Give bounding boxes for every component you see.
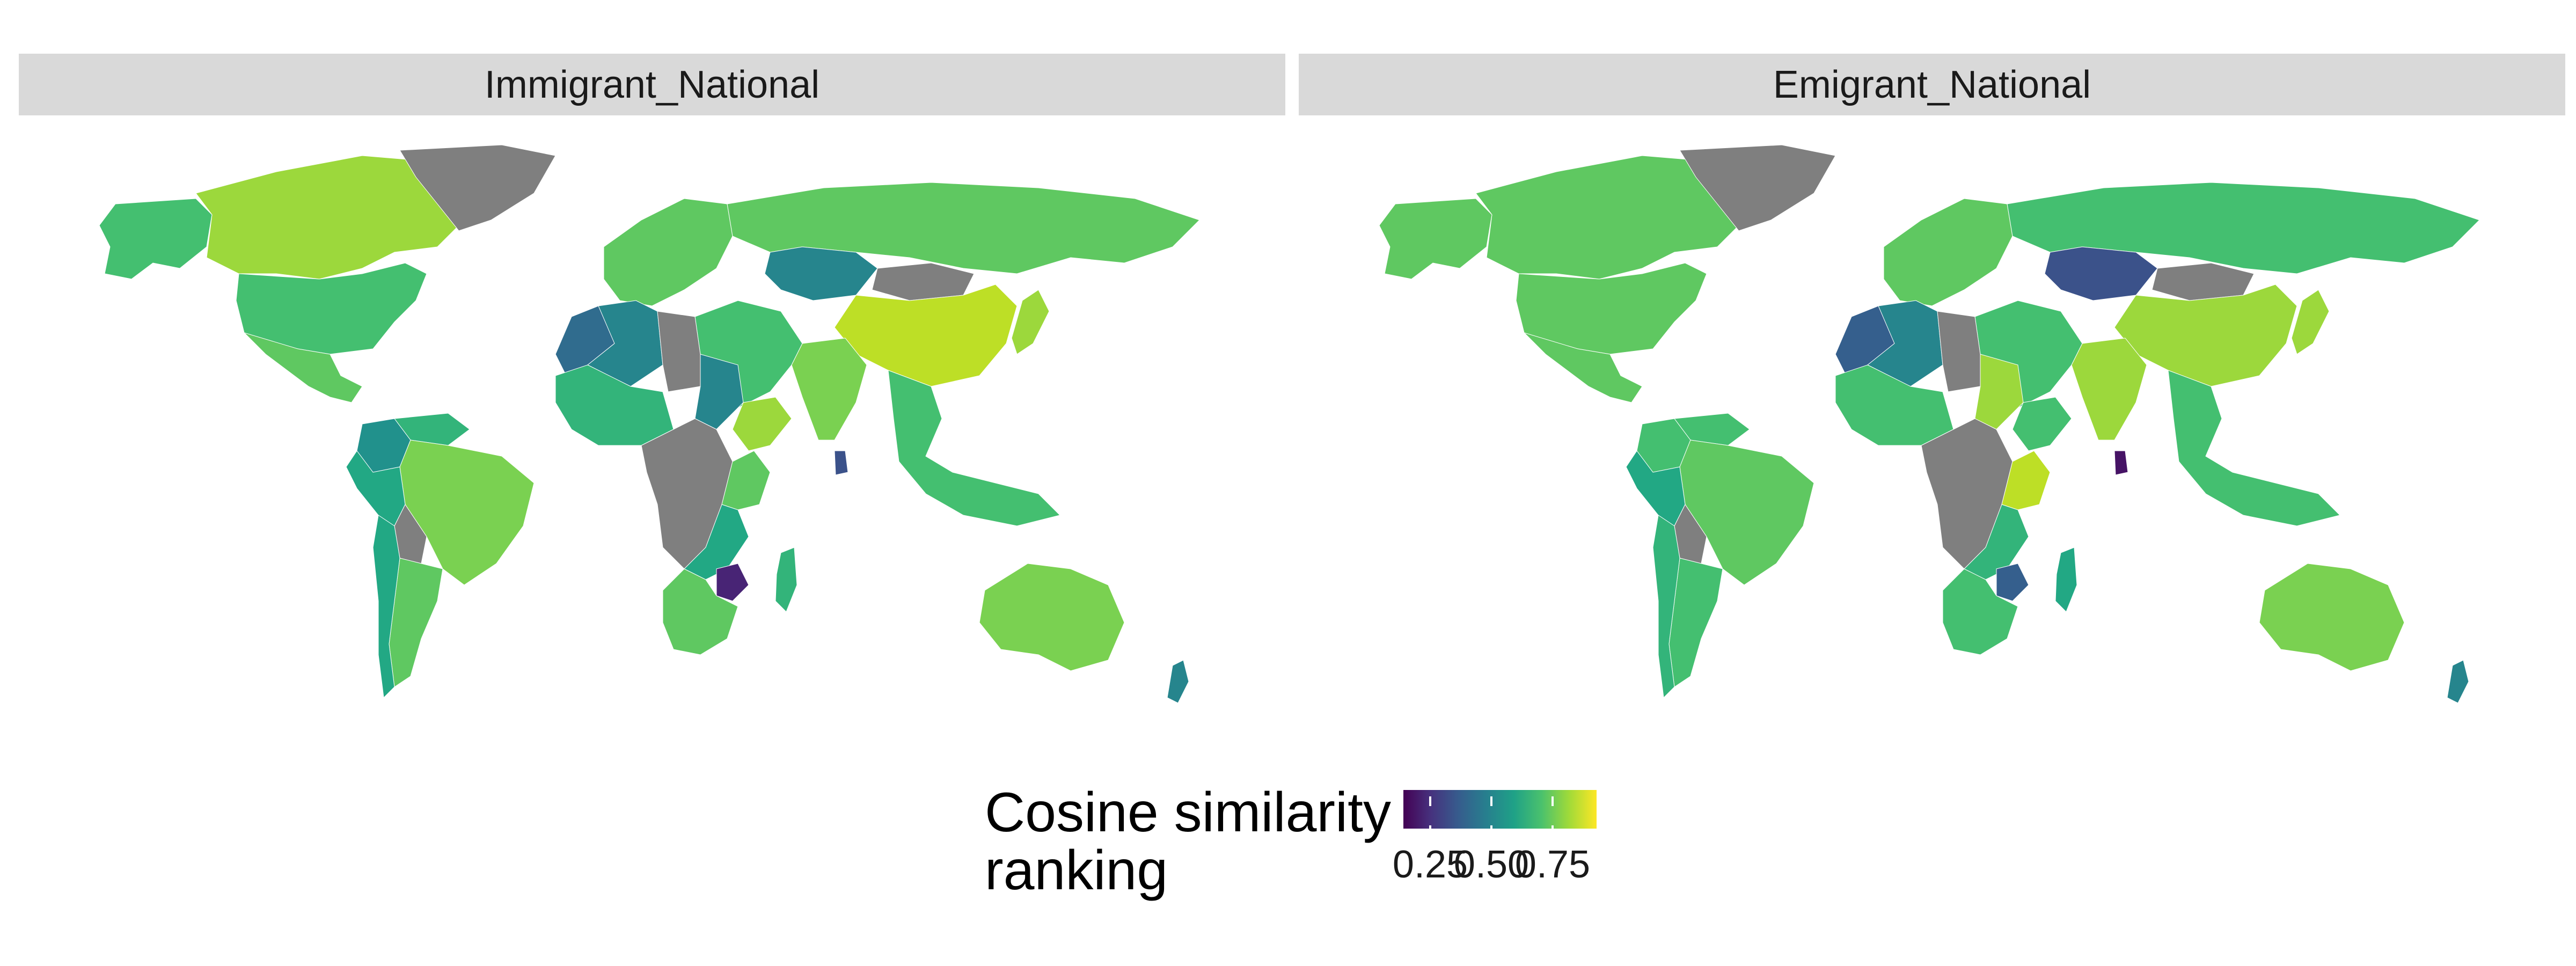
region-mongolia <box>872 262 975 301</box>
region-south-africa <box>662 568 738 655</box>
region-canada <box>195 155 481 280</box>
region-madagascar <box>775 547 797 612</box>
region-europe <box>603 198 733 306</box>
region-new-zealand <box>2447 660 2469 704</box>
region-venezuela <box>394 413 470 446</box>
region-australia <box>2259 563 2405 671</box>
region-ethiopia <box>732 397 792 451</box>
region-southeast-asia <box>2168 370 2340 526</box>
region-zimbabwe <box>716 563 749 602</box>
region-kazakhstan <box>764 246 878 301</box>
region-sudan <box>694 354 744 430</box>
legend-tick-label: 0.75 <box>1514 843 1591 886</box>
immigrant-panel: Immigrant_National <box>19 54 1285 735</box>
region-japan <box>1011 289 1050 355</box>
region-mexico <box>1524 332 1643 403</box>
legend-title: Cosine similarity ranking <box>985 784 1391 899</box>
region-greenland <box>399 144 556 231</box>
region-zambia <box>1964 504 2029 580</box>
legend-tick-mark <box>1552 796 1554 806</box>
region-zimbabwe <box>1996 563 2029 602</box>
emigrant-panel: Emigrant_National <box>1299 54 2565 735</box>
region-chile <box>1652 515 1680 699</box>
region-sudan <box>1974 354 2024 430</box>
region-kazakhstan <box>2044 246 2158 301</box>
legend-tick-mark <box>1429 796 1431 806</box>
region-alaska <box>99 198 213 280</box>
region-zambia <box>684 504 749 580</box>
region-chile <box>372 515 400 699</box>
region-india <box>791 338 867 441</box>
region-algeria <box>1867 300 1943 387</box>
legend-title-line1: Cosine similarity <box>985 781 1392 844</box>
region-alaska <box>1379 198 1492 280</box>
legend: Cosine similarity ranking 0.25 0.50 0.75 <box>985 784 1629 955</box>
facet-strip-emigrant: Emigrant_National <box>1299 54 2565 115</box>
region-greenland <box>1679 144 1836 231</box>
region-australia <box>979 563 1125 671</box>
legend-tick-mark <box>1490 796 1492 806</box>
legend-colorbar <box>1403 790 1597 835</box>
legend-tick-label: 0.50 <box>1453 843 1529 886</box>
legend-tick-mark <box>1490 825 1492 835</box>
region-india <box>2071 338 2147 441</box>
region-mexico <box>244 332 363 403</box>
region-japan <box>2291 289 2330 355</box>
region-europe <box>1883 198 2013 306</box>
region-mongolia <box>2151 262 2255 301</box>
legend-tick-label: 0.25 <box>1392 843 1468 886</box>
region-sri-lanka <box>2114 450 2128 475</box>
region-algeria <box>587 300 663 387</box>
legend-tick-mark <box>1429 825 1431 835</box>
region-south-africa <box>1942 568 2018 655</box>
region-canada <box>1475 155 1761 280</box>
region-new-zealand <box>1167 660 1189 704</box>
region-madagascar <box>2055 547 2077 612</box>
facet-strip-immigrant: Immigrant_National <box>19 54 1285 115</box>
region-sri-lanka <box>834 450 848 475</box>
region-libya <box>1937 311 1981 392</box>
region-libya <box>657 311 701 392</box>
region-venezuela <box>1674 413 1750 446</box>
legend-title-line2: ranking <box>985 839 1168 902</box>
immigrant-map <box>99 144 1200 704</box>
region-ethiopia <box>2012 397 2072 451</box>
emigrant-map <box>1379 144 2480 704</box>
region-southeast-asia <box>888 370 1060 526</box>
legend-tick-mark <box>1552 825 1554 835</box>
